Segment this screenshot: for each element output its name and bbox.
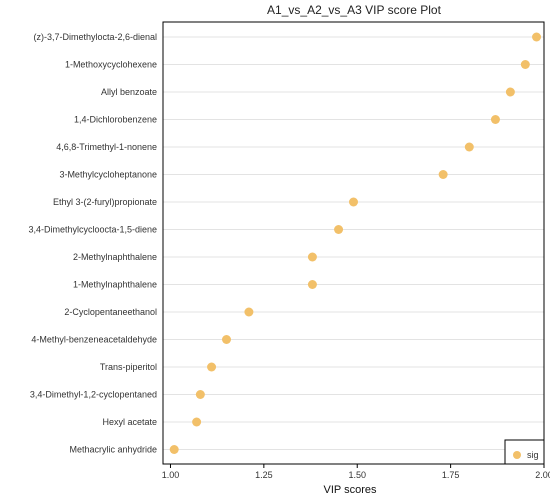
category-label: 3,4-Dimethyl-1,2-cyclopentaned [30,390,157,400]
data-point [244,307,254,317]
category-label: Trans-piperitol [100,362,157,372]
x-tick-label: 1.75 [442,470,460,480]
grid-lines [163,36,544,450]
data-point [195,390,205,399]
x-tick-label: 1.50 [348,470,366,480]
legend-label: sig [527,450,539,460]
category-label: 4-Methyl-benzeneacetaldehyde [31,335,157,345]
category-label: 1-Methoxycyclohexene [65,60,157,70]
category-label: 2-Cyclopentaneethanol [64,307,157,317]
category-label: 1-Methylnaphthalene [73,280,157,290]
data-point [334,225,344,234]
category-label: Allyl benzoate [101,87,157,97]
category-label: 2-Methylnaphthalene [73,252,157,262]
data-point [307,280,317,289]
x-axis-ticks: 1.00 1.25 1.50 1.75 2.00 [162,464,550,480]
data-point [222,335,231,344]
x-tick-label: 2.00 [535,470,550,480]
category-label: Methacrylic anhydride [69,445,157,455]
category-label: Ethyl 3-(2-furyl)propionate [53,197,157,207]
category-label: 1,4-Dichlorobenzene [74,115,157,125]
category-label: Hexyl acetate [102,417,157,427]
legend-marker [513,451,521,459]
data-point [438,170,448,179]
chart-title: A1_vs_A2_vs_A3 VIP score Plot [267,3,442,17]
category-label: 4,6,8-Trimethyl-1-nonene [56,142,157,152]
data-point [532,32,542,42]
legend-box [504,439,545,465]
x-axis-title: VIP scores [324,484,377,496]
data-point [207,362,217,372]
plot-frame [162,21,545,465]
category-label: (z)-3,7-Dimethylocta-2,6-dienal [33,32,157,42]
legend: sig [504,439,545,465]
data-points [169,32,542,454]
data-point [169,445,179,454]
category-label: 3,4-Dimethylcycloocta-1,5-diene [28,225,157,235]
data-point [307,252,317,262]
data-point [192,417,202,427]
x-tick-label: 1.00 [162,470,180,480]
data-point [464,142,474,152]
category-label: 3-Methylcycloheptanone [59,170,157,180]
category-labels: (z)-3,7-Dimethylocta-2,6-dienal 1-Methoxy… [28,32,157,455]
data-point [520,60,530,69]
data-point [505,87,515,97]
data-point [490,115,500,124]
data-point [349,197,358,207]
x-tick-label: 1.25 [255,470,273,480]
